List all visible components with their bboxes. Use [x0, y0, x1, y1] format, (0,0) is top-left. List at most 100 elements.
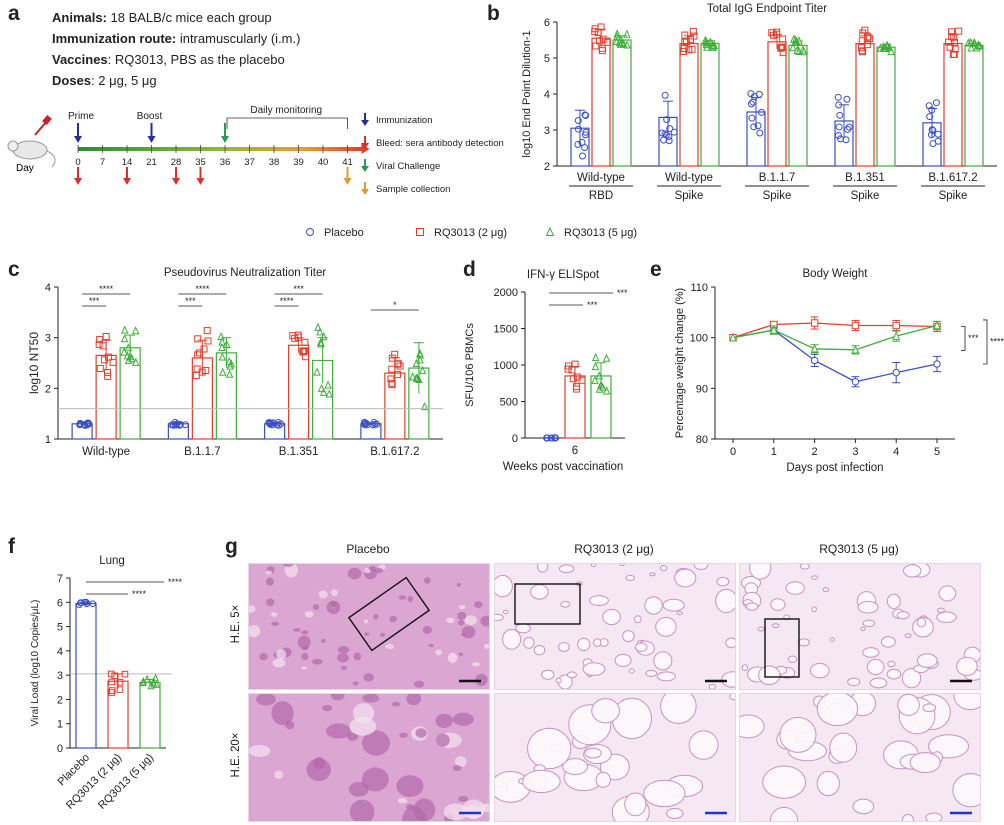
timeline-diagram: Day 0 7 14 21 28 35 36 37 38 39 40 41 Prime Boost Dai…	[7, 105, 504, 195]
timeline-day-label: 21	[146, 157, 157, 168]
x-tick-label: B.1.617.2	[370, 446, 419, 458]
data-point	[602, 386, 611, 395]
tissue-cell	[953, 694, 980, 711]
tissue-cell	[452, 712, 474, 726]
significance-label: ****	[168, 577, 183, 587]
data-point	[569, 375, 577, 383]
tissue-cell	[374, 568, 383, 574]
tissue-cell	[558, 641, 570, 653]
data-point	[371, 420, 379, 428]
data-point	[203, 327, 211, 335]
data-point	[851, 378, 860, 386]
data-point	[591, 352, 600, 362]
tissue-cell	[349, 717, 377, 736]
data-point	[949, 50, 957, 58]
tissue-cell	[729, 694, 735, 701]
tissue-cell	[495, 574, 513, 598]
x-tick-sublabel: Spike	[851, 190, 880, 202]
data-point	[885, 42, 894, 51]
tissue-cell	[862, 619, 876, 628]
data-bar	[75, 602, 97, 749]
histology-row-label: H.E. 20×	[230, 731, 242, 778]
tissue-cell	[811, 575, 819, 580]
series-line	[732, 324, 938, 351]
tissue-cell	[326, 600, 341, 615]
y-tick-label: 3	[45, 333, 51, 345]
data-point	[754, 122, 762, 130]
data-point	[769, 325, 778, 334]
data-point	[932, 99, 940, 107]
y-axis-label: log10 NT50	[27, 332, 41, 394]
tissue-cell	[249, 624, 261, 638]
tissue-cell	[480, 615, 489, 627]
tissue-cell	[348, 781, 369, 797]
tissue-cell	[857, 601, 879, 614]
data-point	[975, 41, 983, 50]
tissue-cell	[770, 598, 786, 611]
tissue-cell	[458, 795, 469, 802]
tissue-cell	[649, 572, 656, 577]
data-point	[851, 321, 860, 330]
panel-label-g: g	[225, 535, 238, 558]
tissue-cell	[741, 664, 749, 672]
tissue-cell	[886, 668, 902, 680]
tissue-cell	[745, 602, 759, 611]
data-point	[273, 421, 281, 429]
data-point	[681, 31, 689, 39]
protocol-key: Doses	[52, 73, 92, 88]
data-point	[950, 33, 958, 41]
significance-label: ****	[990, 336, 1004, 346]
y-tick-label: 6	[544, 17, 550, 29]
data-point	[147, 681, 155, 690]
data-point	[574, 140, 582, 148]
x-tick-label: B.1.1.7	[759, 172, 795, 184]
tissue-cell	[901, 668, 922, 689]
tissue-cell	[347, 732, 359, 741]
x-tick-label: 1	[771, 446, 777, 458]
tissue-cell	[428, 643, 434, 648]
x-tick-sublabel: Spike	[675, 190, 704, 202]
data-point	[970, 38, 979, 47]
timeline-day-label: 38	[269, 157, 280, 168]
tissue-cell	[869, 677, 888, 689]
data-point	[955, 27, 963, 35]
tissue-cell	[666, 808, 684, 819]
data-point	[595, 384, 604, 393]
data-point	[799, 45, 807, 54]
data-point	[548, 434, 556, 442]
zoom-region-box	[514, 583, 581, 625]
tissue-cell	[312, 604, 320, 611]
tissue-texture	[740, 564, 980, 689]
data-point	[843, 95, 851, 103]
protocol-line: Animals: 18 BALB/c mice each group	[52, 10, 272, 25]
panel-label-d: d	[463, 258, 476, 281]
data-point	[103, 368, 111, 376]
tissue-cell	[379, 632, 386, 637]
data-point	[581, 144, 589, 152]
y-tick-label: 0	[512, 433, 518, 445]
legend-marker	[306, 228, 314, 236]
y-tick-label: 3	[544, 125, 550, 137]
timeline-day-label: 0	[75, 157, 80, 168]
y-tick-label: 2000	[494, 287, 518, 299]
tissue-cell	[662, 598, 685, 612]
tissue-cell	[502, 628, 522, 650]
data-point	[592, 42, 600, 50]
data-point	[946, 43, 954, 51]
tissue-cell	[749, 564, 772, 580]
tissue-cell	[633, 615, 642, 624]
tissue-cell	[624, 792, 647, 817]
data-point	[747, 100, 755, 108]
data-point	[218, 342, 226, 351]
tissue-texture	[740, 694, 980, 821]
tissue-cell	[389, 615, 397, 623]
protocol-value: : RQ3013, PBS as the placebo	[107, 52, 285, 67]
legend-label: RQ3013 (5 μg)	[564, 227, 637, 239]
tissue-cell	[887, 660, 896, 668]
data-point	[666, 125, 674, 133]
histology-column-title: RQ3013 (2 μg)	[574, 542, 654, 556]
x-tick-label: Wild-type	[665, 172, 713, 184]
tissue-cell	[769, 806, 799, 821]
tissue-cell	[590, 564, 597, 567]
